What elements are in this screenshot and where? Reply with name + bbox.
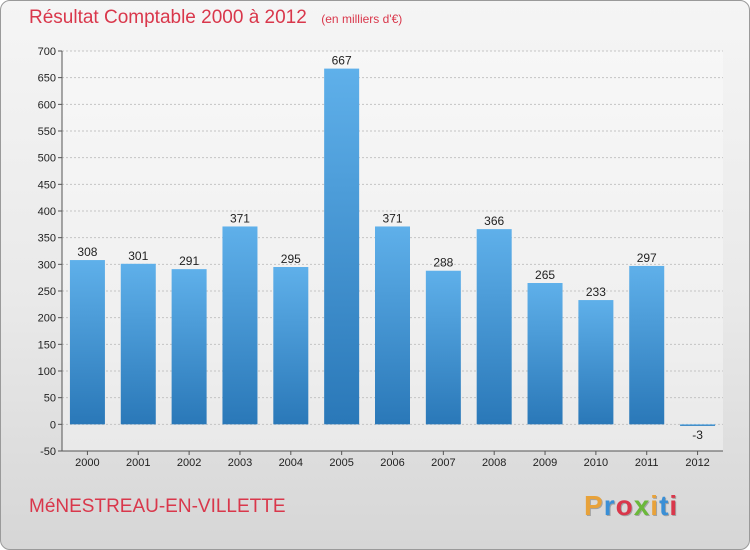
value-labels: 308 301 291 371 295 667 371 288 366 265 233 297 -3 xyxy=(77,54,703,442)
bar-2008 xyxy=(476,229,512,425)
y-tick-label: 450 xyxy=(38,179,56,191)
chart-subtitle: (en milliers d'€) xyxy=(321,12,403,26)
x-tick-label-2006: 2006 xyxy=(380,457,404,469)
y-axis: -50 0 50 100 150 200 250 300 350 400 450 500 550 600 6… xyxy=(38,46,63,458)
y-tick-label: 600 xyxy=(38,99,56,111)
x-tick-label-2009: 2009 xyxy=(533,457,557,469)
bar-2011 xyxy=(629,265,665,425)
y-tick-label: 150 xyxy=(38,339,56,351)
bar-2007 xyxy=(425,270,461,425)
x-tick-label-2011: 2011 xyxy=(635,457,659,469)
x-tick-label-2001: 2001 xyxy=(126,457,150,469)
value-label-2003: 371 xyxy=(230,211,250,225)
value-label-2009: 265 xyxy=(535,268,555,282)
x-tick-label-2004: 2004 xyxy=(279,457,303,469)
y-tick-label: 250 xyxy=(38,286,56,298)
value-label-2001: 301 xyxy=(128,249,148,263)
value-label-2002: 291 xyxy=(179,254,199,268)
y-tick-label: 0 xyxy=(50,419,56,431)
value-label-2006: 371 xyxy=(382,211,402,225)
y-tick-label: 100 xyxy=(38,366,56,378)
bar-2009 xyxy=(527,283,563,425)
x-tick-label-2003: 2003 xyxy=(228,457,252,469)
bar-2010 xyxy=(578,300,614,425)
bar-2006 xyxy=(375,226,410,425)
bars xyxy=(69,68,716,426)
bar-2001 xyxy=(120,263,156,425)
y-tick-label: 400 xyxy=(38,206,56,218)
x-tick-label-2010: 2010 xyxy=(584,457,608,469)
value-label-2004: 295 xyxy=(281,252,301,266)
y-tick-label: -50 xyxy=(40,446,56,458)
y-tick-label: 350 xyxy=(38,233,56,245)
y-tick-label: 700 xyxy=(38,46,56,58)
bar-2012 xyxy=(680,424,716,426)
x-tick-label-2002: 2002 xyxy=(177,457,201,469)
value-label-2005: 667 xyxy=(332,54,352,68)
value-label-2007: 288 xyxy=(433,256,453,270)
x-axis: 2000 2001 2002 2003 2004 2005 2006 2007 2008 2009… xyxy=(62,450,723,469)
commune-name: MéNESTREAU-EN-VILLETTE xyxy=(29,496,286,517)
bar-2002 xyxy=(171,269,207,425)
value-label-2010: 233 xyxy=(586,285,606,299)
bar-2005 xyxy=(324,68,360,425)
value-label-2000: 308 xyxy=(77,245,97,259)
proxiti-logo: Proxiti xyxy=(584,490,679,521)
value-label-2011: 297 xyxy=(637,251,657,265)
y-tick-label: 500 xyxy=(38,153,56,165)
bar-2003 xyxy=(222,226,258,425)
x-tick-label-2008: 2008 xyxy=(482,457,506,469)
y-tick-label: 550 xyxy=(38,126,56,138)
y-tick-label: 200 xyxy=(38,313,56,325)
bar-2004 xyxy=(273,267,309,425)
bar-2000 xyxy=(69,260,105,425)
x-tick-label-2005: 2005 xyxy=(329,457,353,469)
y-tick-label: 650 xyxy=(38,73,56,85)
x-tick-label-2000: 2000 xyxy=(75,457,99,469)
chart-title: Résultat Comptable 2000 à 2012 xyxy=(29,7,307,28)
x-tick-label-2012: 2012 xyxy=(685,457,709,469)
y-tick-label: 300 xyxy=(38,259,56,271)
value-label-2008: 366 xyxy=(484,214,504,228)
chart-title-line: Résultat Comptable 2000 à 2012 (en milli… xyxy=(29,7,402,29)
x-tick-label-2007: 2007 xyxy=(431,457,455,469)
value-label-2012: -3 xyxy=(692,428,703,442)
y-tick-label: 50 xyxy=(44,393,56,405)
